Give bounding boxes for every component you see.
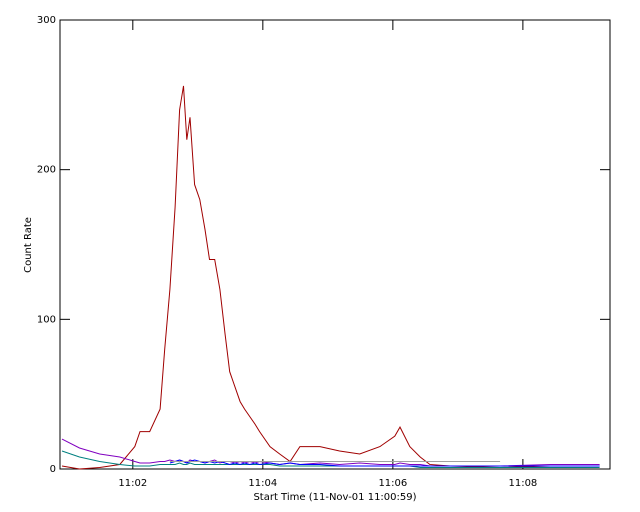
- y-axis-label: Count Rate: [23, 217, 34, 273]
- data-line: [61, 438, 600, 467]
- y-tick-label: 300: [37, 15, 56, 26]
- data-line: [169, 459, 600, 467]
- y-tick-label: 200: [37, 165, 56, 176]
- data-line: [61, 85, 600, 470]
- x-tick-label: 11:02: [118, 478, 147, 489]
- x-axis-label: Start Time (11-Nov-01 11:00:59): [253, 492, 416, 503]
- x-tick-label: 11:04: [248, 478, 277, 489]
- x-tick-label: 11:06: [378, 478, 407, 489]
- y-tick-label: 100: [37, 314, 56, 325]
- plot-frame: [59, 19, 611, 470]
- y-tick-label: 0: [50, 464, 56, 475]
- x-tick-label: 11:08: [508, 478, 537, 489]
